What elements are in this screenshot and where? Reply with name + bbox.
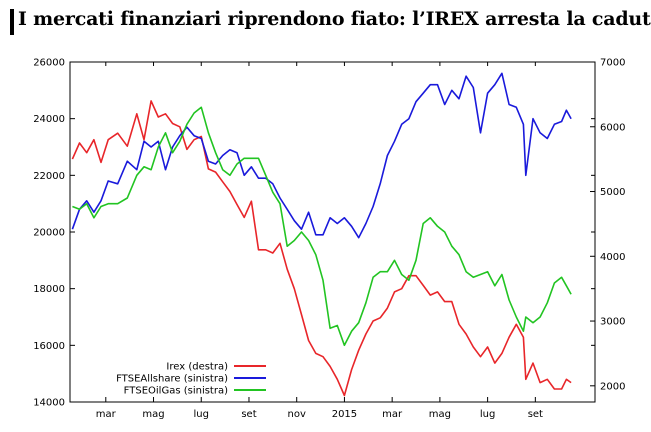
right-axis-tick-label: 6000 (600, 122, 625, 133)
x-axis-tick-label: lug (194, 409, 209, 420)
x-axis-tick-label: 2015 (332, 409, 357, 420)
x-axis-tick-label: mag (429, 409, 451, 420)
legend-label-1: Irex (destra) (166, 362, 228, 373)
left-axis-tick-label: 14000 (33, 398, 65, 409)
x-axis-tick-label: mar (382, 409, 403, 420)
left-axis-tick-label: 24000 (33, 114, 65, 125)
right-axis-tick-label: 4000 (600, 252, 625, 263)
x-axis-tick-label: nov (288, 409, 306, 420)
x-axis-tick-label: mag (142, 409, 164, 420)
series-line-3 (72, 106, 572, 347)
x-axis-tick-label: set (241, 409, 256, 420)
right-axis-tick-label: 3000 (600, 317, 625, 328)
left-axis-tick-label: 22000 (33, 171, 65, 182)
right-axis-tick-label: 2000 (600, 381, 625, 392)
left-axis-tick-label: 18000 (33, 284, 65, 295)
legend-label-2: FTSEAllshare (sinistra) (116, 374, 228, 385)
series-line-1 (71, 100, 572, 397)
x-axis-tick-label: lug (480, 409, 495, 420)
series-line-2 (71, 72, 572, 239)
right-axis-tick-label: 7000 (600, 58, 625, 69)
legend-label-3: FTSEOilGas (sinistra) (124, 386, 228, 397)
right-axis-tick-label: 5000 (600, 187, 625, 198)
left-axis-tick-label: 16000 (33, 341, 65, 352)
title-accent-bar (10, 9, 14, 35)
x-axis-tick-label: set (528, 409, 543, 420)
left-axis-tick-label: 26000 (33, 58, 65, 69)
left-axis-tick-label: 20000 (33, 228, 65, 239)
x-axis-tick-label: mar (96, 409, 117, 420)
chart-title: I mercati finanziari riprendono fiato: l… (18, 8, 651, 30)
